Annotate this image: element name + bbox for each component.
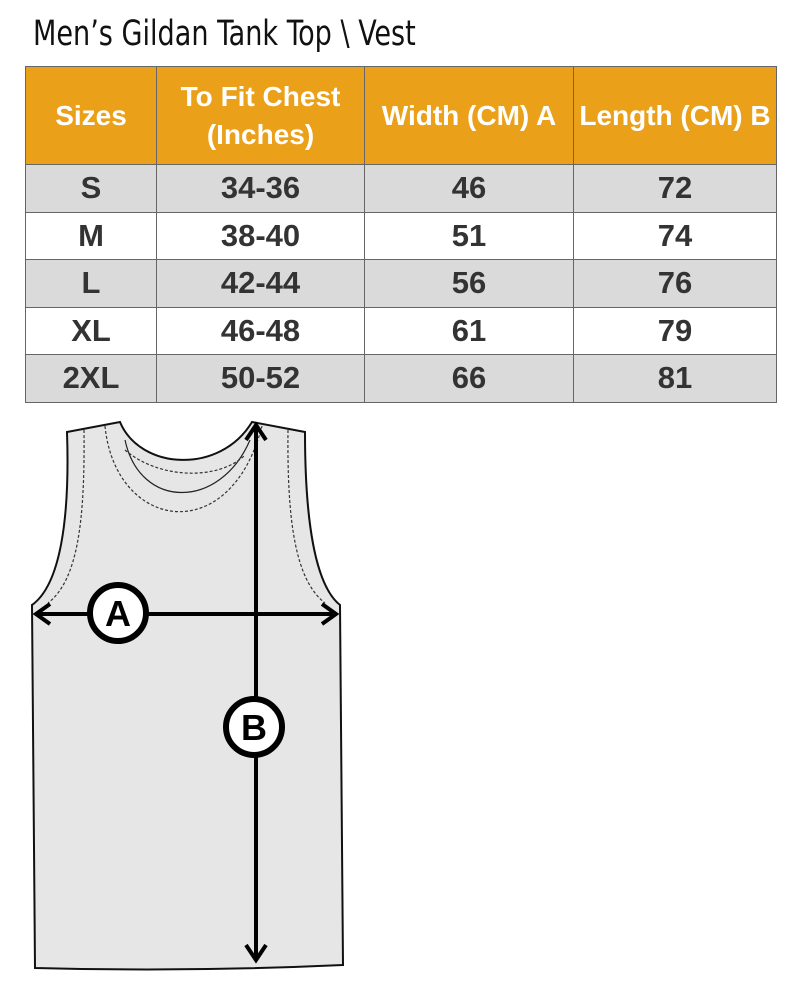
- size-cell: 2XL: [25, 354, 157, 403]
- size-chart-table: Sizes To Fit Chest (Inches) Width (CM) A…: [25, 66, 777, 403]
- page-title: Men’s Gildan Tank Top \ Vest: [33, 14, 416, 54]
- chest-cell: 50-52: [156, 354, 365, 403]
- size-cell: XL: [25, 306, 157, 355]
- length-cell: 81: [573, 354, 777, 403]
- length-cell: 79: [573, 306, 777, 355]
- table-row: S 34-36 46 72: [25, 164, 777, 213]
- length-cell: 76: [573, 259, 777, 308]
- width-cell: 56: [364, 259, 574, 308]
- chest-cell: 46-48: [156, 306, 365, 355]
- size-cell: M: [25, 211, 157, 260]
- table-row: 2XL 50-52 66 81: [25, 354, 777, 403]
- chest-cell: 38-40: [156, 211, 365, 260]
- header-sizes: Sizes: [25, 66, 157, 165]
- chest-cell: 34-36: [156, 164, 365, 213]
- header-length: Length (CM) B: [573, 66, 777, 165]
- header-chest: To Fit Chest (Inches): [156, 66, 365, 165]
- label-b: B: [241, 707, 267, 748]
- length-cell: 74: [573, 211, 777, 260]
- chest-cell: 42-44: [156, 259, 365, 308]
- size-cell: L: [25, 259, 157, 308]
- label-a: A: [105, 593, 131, 634]
- length-cell: 72: [573, 164, 777, 213]
- table-row: M 38-40 51 74: [25, 211, 777, 260]
- width-arrow: [32, 602, 340, 626]
- width-cell: 66: [364, 354, 574, 403]
- tank-top-diagram: A B: [30, 420, 345, 971]
- length-arrow: [244, 421, 268, 964]
- tank-top-outline: [30, 420, 345, 971]
- width-cell: 61: [364, 306, 574, 355]
- width-cell: 46: [364, 164, 574, 213]
- table-header-row: Sizes To Fit Chest (Inches) Width (CM) A…: [25, 66, 777, 165]
- width-cell: 51: [364, 211, 574, 260]
- table-row: XL 46-48 61 79: [25, 306, 777, 355]
- size-cell: S: [25, 164, 157, 213]
- table-row: L 42-44 56 76: [25, 259, 777, 308]
- header-width: Width (CM) A: [364, 66, 574, 165]
